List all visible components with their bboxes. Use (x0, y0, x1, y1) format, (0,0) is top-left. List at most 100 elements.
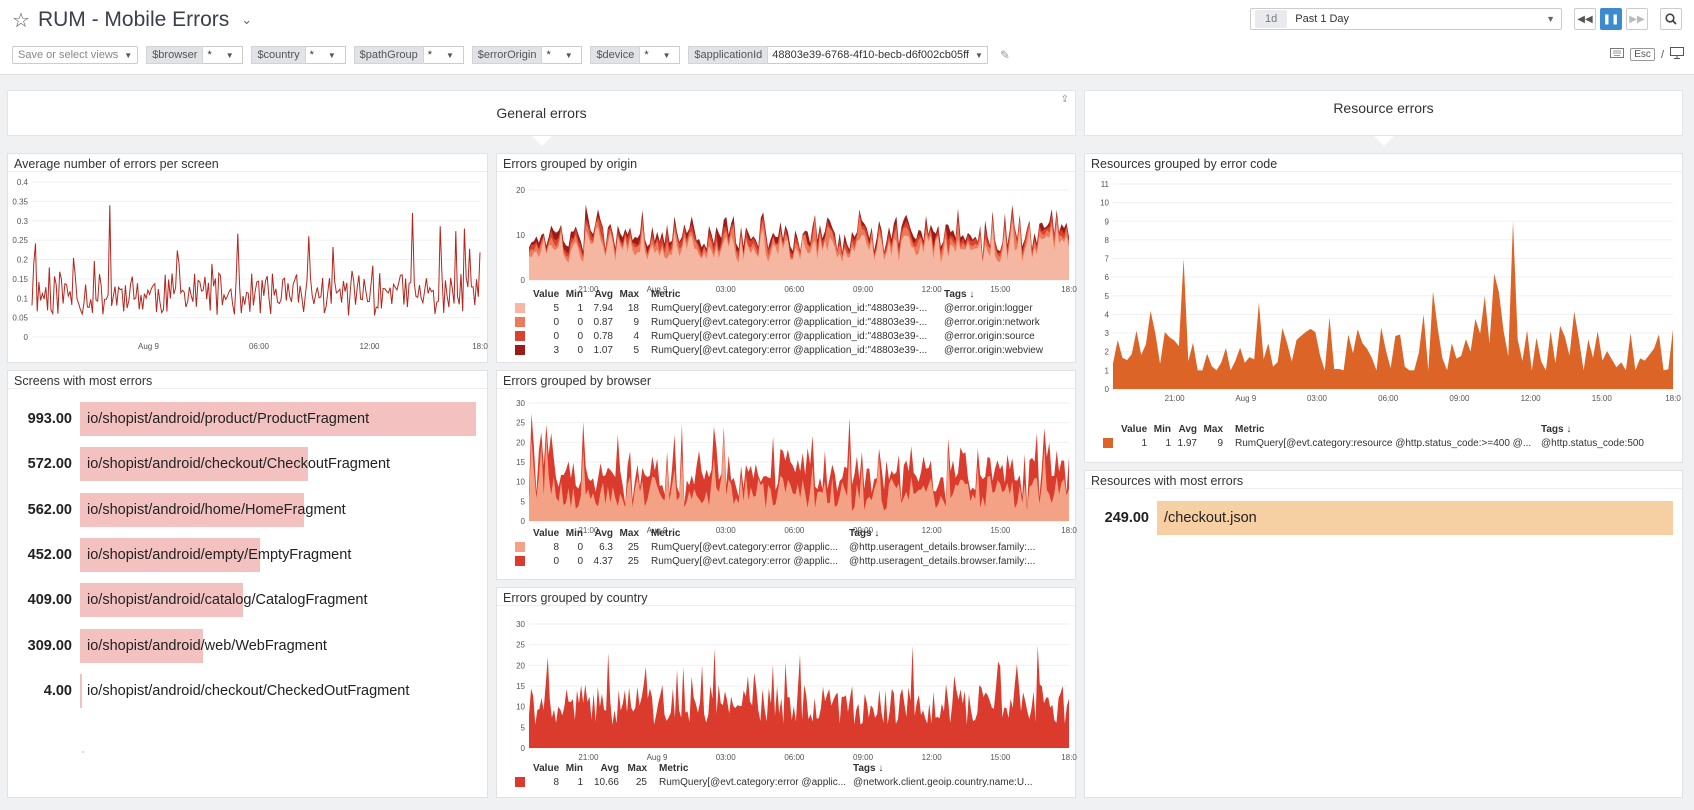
top-list-item[interactable]: 249.00/checkout.json (1085, 501, 1673, 535)
y-tick-label: 0.4 (17, 178, 29, 187)
top-list-bar (80, 492, 305, 527)
template-var-value[interactable]: * ▼ (423, 46, 464, 64)
rewind-icon[interactable]: ◀◀ (1574, 8, 1596, 30)
caret-down-icon: ▼ (564, 50, 573, 60)
top-list-item[interactable]: 409.00 io/shopist/android/catalog/Catalog… (8, 583, 476, 618)
top-list-item[interactable]: 993.00 io/shopist/android/product/Product… (8, 402, 476, 436)
legend-row[interactable]: 0 0 0.78 4 RumQuery[@evt.category:error @app… (515, 329, 1064, 343)
top-list-bar (1157, 501, 1673, 535)
x-tick-label: 03:00 (716, 526, 737, 535)
x-tick-label: 21:00 (578, 285, 599, 294)
top-list-bar (80, 402, 476, 436)
caret-down-icon: ▼ (225, 50, 234, 60)
template-var[interactable]: $applicationId 48803e39-6768-4f10-becb-d6… (688, 46, 988, 64)
y-tick-label: 9 (1105, 217, 1110, 226)
area-chart[interactable]: 30 25 20 15 10 5 0 21:00 Aug 9 03:00 06:00 09:00 12:… (497, 606, 1077, 766)
export-icon[interactable]: ⇪ (1060, 94, 1069, 105)
time-controls: 1d Past 1 Day ▼ ◀◀ ❚❚ ▶▶ (1250, 8, 1682, 30)
top-list-label: io/shopist/android/web/WebFragment (87, 637, 327, 654)
top-list-label: /checkout.json (1164, 510, 1257, 526)
pause-icon[interactable]: ❚❚ (1600, 8, 1622, 30)
legend-cell-max: 4 (633, 330, 639, 342)
pencil-icon[interactable]: ✎ (999, 48, 1010, 62)
area-chart[interactable]: 30 25 20 15 10 5 0 21:00 Aug 9 03:00 06:00 09:00 12:… (497, 389, 1077, 539)
widget-avg-errors: Average number of errors per screen 0.4 0… (7, 153, 488, 363)
top-list-bar (80, 673, 82, 708)
legend-header-tags[interactable]: Tags ↓ (1541, 423, 1572, 435)
legend-swatch (515, 777, 525, 787)
y-tick-label: 25 (516, 419, 525, 428)
template-var-name: $applicationId (688, 46, 769, 64)
legend-header-tags[interactable]: Tags ↓ (849, 527, 880, 539)
top-list-item[interactable]: 4.00 io/shopist/android/checkout/CheckedO… (8, 673, 476, 708)
legend-swatch (515, 317, 525, 327)
template-var-value[interactable]: * ▼ (203, 46, 244, 64)
esc-key[interactable]: Esc (1630, 48, 1655, 61)
legend-header-avg: Avg (594, 288, 613, 300)
legend-header-tags[interactable]: Tags ↓ (944, 288, 975, 300)
legend-table: Value Min Avg Max Metric Tags ↓ 5 1 7.94 18 RumQue… (515, 287, 1064, 357)
chevron-down-icon[interactable]: ⌄ (241, 12, 253, 27)
time-range-select[interactable]: 1d Past 1 Day ▼ (1250, 8, 1562, 30)
legend-header-metric: Metric (651, 288, 681, 300)
y-tick-label: 0 (1105, 385, 1110, 394)
template-var-name: $country (251, 46, 306, 64)
top-list-value: 452.00 (27, 546, 72, 563)
legend-row[interactable]: 0 0 0.87 9 RumQuery[@evt.category:error @app… (515, 315, 1064, 329)
y-tick-label: 0.1 (17, 294, 29, 303)
legend-swatch (515, 303, 525, 313)
template-var-value[interactable]: 48803e39-6768-4f10-becb-d6f002cb05ff ▼ (768, 46, 988, 64)
star-icon[interactable]: ☆ (12, 9, 30, 32)
legend-header-value: Value (533, 762, 560, 774)
widget-errors-by-country: Errors grouped by country 30 25 20 15 10 5 0 21… (496, 587, 1077, 798)
top-list-item[interactable]: 309.00 io/shopist/android/web/WebFragment (8, 628, 476, 663)
top-list-item[interactable]: 572.00 io/shopist/android/checkout/Checko… (8, 447, 476, 482)
x-tick-label: 06:00 (784, 526, 805, 535)
legend-row[interactable]: 5 1 7.94 18 RumQuery[@evt.category:error @ap… (515, 301, 1064, 315)
top-list-bar-track: io/shopist/android/catalog/CatalogFragme… (80, 583, 476, 618)
y-tick-label: 10 (516, 231, 525, 240)
x-tick-label: 15:00 (990, 285, 1011, 294)
legend-header-tags[interactable]: Tags ↓ (853, 762, 884, 774)
search-icon[interactable] (1660, 8, 1682, 30)
line-chart[interactable]: 0.4 0.35 0.3 0.25 0.2 0.15 0.1 0.05 0 Aug 9 06:00 1… (8, 172, 489, 362)
x-tick-label: 03:00 (716, 285, 737, 294)
legend-row[interactable]: 0 0 4.37 25 RumQuery[@evt.category:error @ap… (515, 554, 1059, 568)
y-tick-label: 0.25 (12, 236, 28, 245)
saved-views-select[interactable]: Save or select views ▼ (12, 46, 139, 64)
top-list-item[interactable]: 452.00 io/shopist/android/empty/EmptyFrag… (8, 537, 476, 572)
template-var[interactable]: $device * ▼ (590, 46, 681, 64)
caret-down-icon: ▼ (975, 50, 983, 60)
dashboard-title: RUM - Mobile Errors (37, 8, 230, 31)
legend-header-value: Value (1121, 423, 1148, 435)
template-var[interactable]: $browser * ▼ (146, 46, 244, 64)
legend-row[interactable]: 8 1 10.66 25 RumQuery[@evt.category:error @a… (515, 775, 1053, 789)
y-tick-label: 20 (516, 661, 525, 670)
top-list-item[interactable]: 562.00 io/shopist/android/home/HomeFragme… (8, 492, 476, 527)
caret-down-icon: ▼ (662, 50, 671, 60)
x-tick-label: 21:00 (578, 526, 599, 535)
tv-mode-icon[interactable] (1670, 47, 1684, 62)
legend-row[interactable]: 8 0 6.3 25 RumQuery[@evt.category:error @app… (515, 540, 1059, 554)
legend-row[interactable]: 3 0 1.07 5 RumQuery[@evt.category:error @app… (515, 343, 1064, 357)
caret-down-icon: ▼ (327, 50, 336, 60)
legend-row[interactable]: 1 1 1.97 9 RumQuery[@evt.category:resource @… (1103, 436, 1656, 450)
x-tick-label: 15:00 (990, 753, 1011, 762)
template-var[interactable]: $pathGroup * ▼ (353, 46, 464, 64)
caret-down-icon: ▼ (446, 50, 454, 60)
legend-header-avg: Avg (1178, 423, 1197, 435)
y-tick-label: 30 (516, 620, 525, 629)
template-var-value[interactable]: * ▼ (305, 46, 346, 64)
fast-forward-icon[interactable]: ▶▶ (1626, 8, 1648, 30)
series-area (529, 645, 1069, 748)
area-chart[interactable]: 20 10 0 21:00 Aug 9 03:00 06:00 09:00 12:00 15:00… (497, 172, 1077, 302)
top-list-bar-track: io/shopist/android/empty/EmptyFragment (80, 537, 476, 572)
template-var[interactable]: $errorOrigin * ▼ (471, 46, 583, 64)
keyboard-icon[interactable] (1610, 48, 1625, 61)
template-var-value[interactable]: * ▼ (640, 46, 681, 64)
template-var[interactable]: $country * ▼ (251, 46, 346, 64)
template-var-value[interactable]: * ▼ (542, 46, 583, 64)
top-list-value: 4.00 (43, 682, 72, 699)
top-list-bar-track: io/shopist/android/product/ProductFragme… (80, 402, 476, 436)
